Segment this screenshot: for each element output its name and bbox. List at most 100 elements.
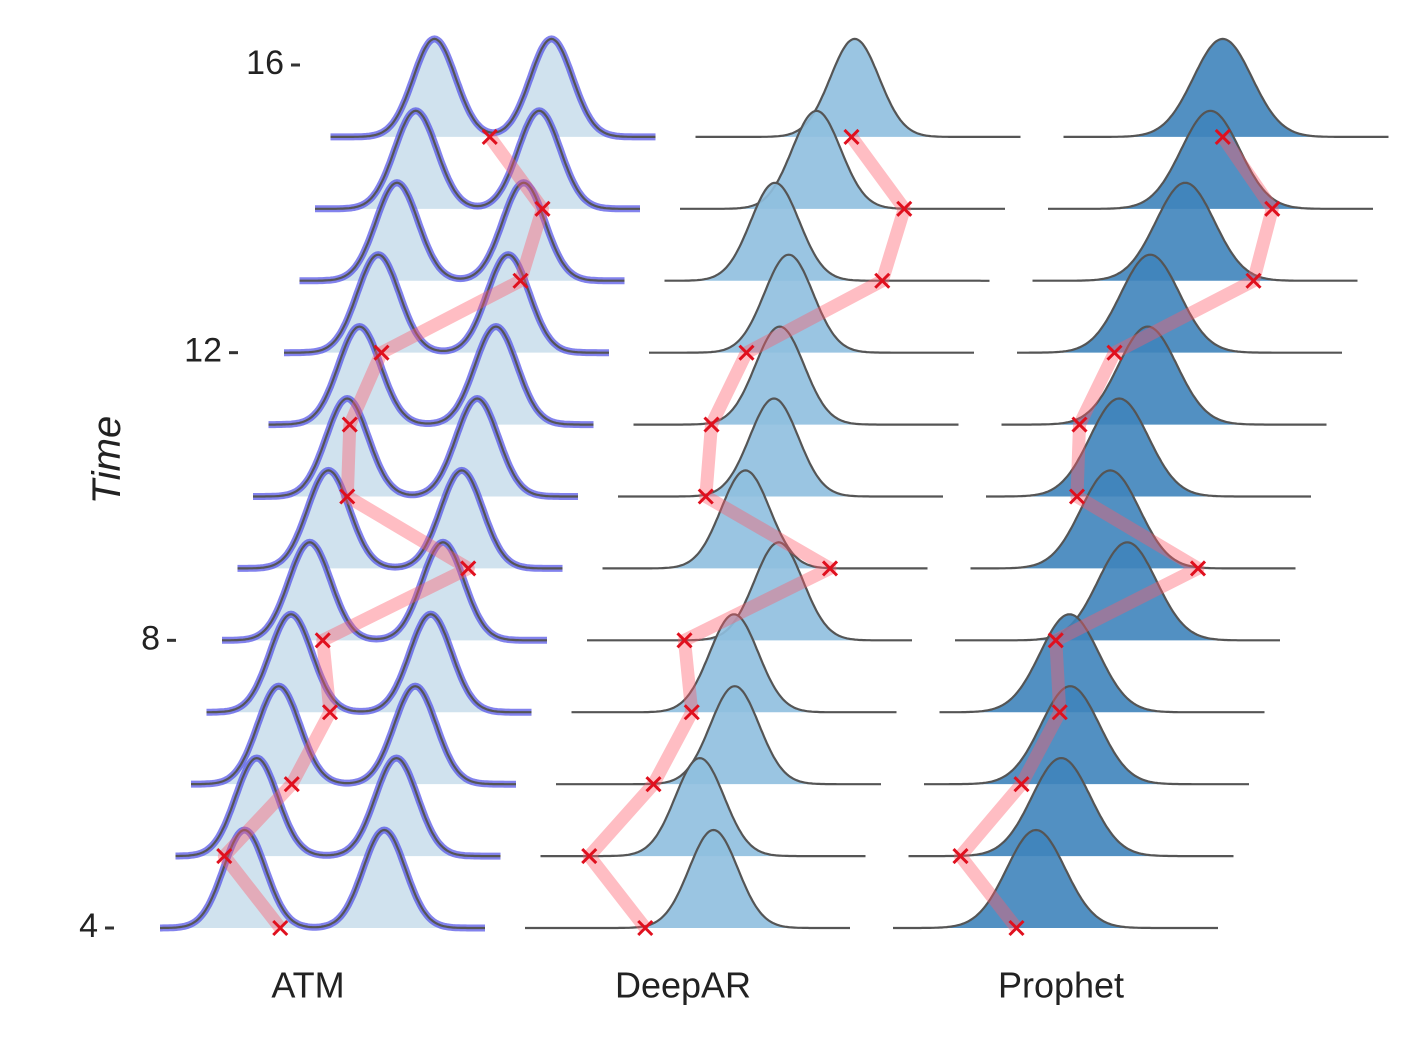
observed-cross <box>460 560 477 577</box>
observed-cross <box>373 344 390 361</box>
ridge-area <box>1048 110 1373 209</box>
observed-cross <box>874 272 891 289</box>
ridge-area <box>525 830 850 928</box>
observed-point <box>373 344 390 361</box>
ridge-area <box>556 686 881 785</box>
ridge-outline <box>222 541 547 642</box>
observed-cross <box>1106 344 1123 361</box>
observed-cross <box>272 919 289 937</box>
observed-cross <box>512 272 529 289</box>
ridge-area <box>1063 38 1389 137</box>
observed-cross <box>1051 704 1068 721</box>
ridge-outline <box>268 325 594 426</box>
y-axis-label: Time <box>85 416 129 505</box>
observed-point <box>821 560 839 577</box>
observed-cross <box>703 416 720 433</box>
observed-point <box>952 848 969 865</box>
observed-cross <box>952 848 969 865</box>
ridge-outline <box>893 828 1218 930</box>
observed-point <box>738 344 755 361</box>
observed-point <box>341 416 358 433</box>
ridge-outline <box>970 469 1296 570</box>
observed-cross <box>683 704 700 721</box>
observed-point <box>1008 919 1025 937</box>
observed-point <box>581 848 598 865</box>
observed-cross <box>339 488 356 505</box>
ridge-outline <box>1032 181 1358 282</box>
ridge-outline <box>206 613 532 714</box>
observed-cross <box>843 128 860 145</box>
observed-point <box>512 272 529 289</box>
ridge-outline <box>939 613 1265 714</box>
observed-point <box>637 919 654 937</box>
observed-cross <box>1068 488 1086 505</box>
observed-point <box>1071 416 1088 433</box>
ridge-outline <box>330 37 656 138</box>
ridge-outline <box>191 685 516 786</box>
ridge-area <box>633 326 959 425</box>
observed-point <box>283 776 300 793</box>
observed-cross <box>738 344 755 361</box>
ridge-area <box>1032 182 1358 281</box>
ridge-area <box>237 470 563 569</box>
ridge-area <box>986 398 1311 497</box>
ridge-outline <box>284 253 609 354</box>
observed-point <box>1106 344 1123 361</box>
observed-cross <box>676 632 693 649</box>
ridge-area <box>1017 254 1342 353</box>
observed-point <box>481 128 498 145</box>
observed-point <box>272 919 289 937</box>
observed-cross <box>314 632 331 649</box>
ridge-outline <box>525 828 850 930</box>
ridge-outline <box>587 541 912 642</box>
observed-cross <box>1264 200 1281 217</box>
y-tick-label: 12 <box>184 332 222 370</box>
ridge-outline <box>253 397 578 498</box>
observed-point <box>1214 128 1231 145</box>
ridge-outline <box>1063 37 1389 138</box>
observed-cross <box>1214 128 1231 145</box>
ridge-outline <box>237 469 563 570</box>
observed-point <box>460 560 477 577</box>
ridge-area <box>191 686 516 785</box>
ridge-outline <box>571 613 897 714</box>
y-tick-label: 4 <box>79 907 98 945</box>
observed-cross <box>697 488 714 505</box>
observed-point <box>683 704 700 721</box>
observed-point <box>216 848 233 865</box>
observed-cross <box>283 776 300 793</box>
ridge-outline <box>160 828 485 930</box>
ridge-outline <box>175 756 501 858</box>
ridge-area <box>175 758 501 857</box>
ridge-outline <box>618 397 943 498</box>
ridge-band <box>330 35 656 141</box>
ridge-outline <box>315 109 640 210</box>
ridge-area <box>222 542 547 641</box>
observed-point <box>534 200 551 217</box>
observed-cross <box>896 200 913 217</box>
ridge-area <box>571 614 897 713</box>
ridge-area <box>1001 326 1327 425</box>
observed-point <box>645 776 662 793</box>
ridge-outline <box>664 181 990 282</box>
observed-cross <box>534 200 551 217</box>
observed-point <box>1245 272 1262 289</box>
observed-point <box>1047 632 1064 649</box>
observed-point <box>703 416 720 433</box>
observed-point <box>1051 704 1068 721</box>
ridge-area <box>618 398 943 497</box>
ridge-area <box>664 182 990 281</box>
observed-cross <box>1071 416 1088 433</box>
panel-label: Prophet <box>998 965 1124 1006</box>
observed-cross <box>1189 560 1207 577</box>
ridge-outline <box>556 685 881 786</box>
ridge-area <box>540 758 866 857</box>
ridge-outline <box>1048 109 1373 210</box>
ridge-outline <box>649 253 974 354</box>
observed-point <box>339 488 356 505</box>
ridge-outline <box>680 109 1005 210</box>
observed-point <box>314 632 331 649</box>
ridge-area <box>908 758 1234 857</box>
observed-point <box>697 488 714 505</box>
